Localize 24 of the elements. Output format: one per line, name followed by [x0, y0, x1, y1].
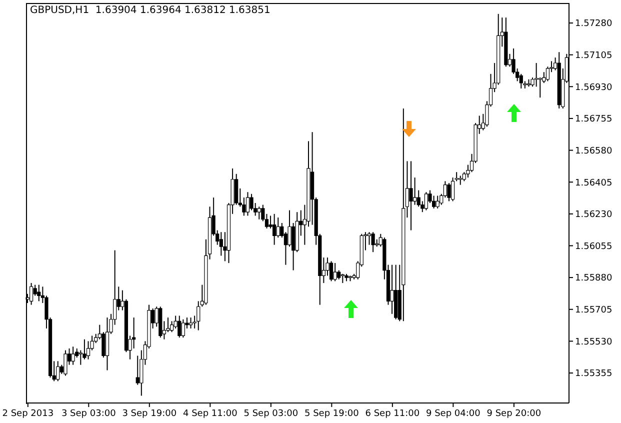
y-tick-label: 1.55530 — [575, 337, 612, 348]
x-tick-label: 5 Sep 03:00 — [244, 409, 298, 419]
y-tick-label: 1.56930 — [575, 82, 612, 93]
x-tick-label: 2 Sep 2013 — [2, 409, 54, 419]
x-tick-label: 3 Sep 19:00 — [122, 409, 177, 419]
x-tick-label: 3 Sep 03:00 — [61, 409, 116, 419]
candlestick — [538, 78, 542, 98]
x-tick-label: 6 Sep 11:00 — [365, 409, 420, 419]
y-tick-label: 1.56230 — [575, 210, 612, 220]
y-tick-label: 1.56580 — [575, 146, 612, 156]
chart-title: GBPUSD,H1 1.63904 1.63964 1.63812 1.63851 — [30, 5, 270, 16]
y-tick-label: 1.55355 — [575, 369, 612, 380]
y-tick-label: 1.57105 — [575, 51, 612, 62]
y-tick-label: 1.56055 — [575, 242, 612, 252]
x-tick-label: 5 Sep 19:00 — [304, 409, 360, 419]
y-tick-label: 1.56755 — [575, 114, 612, 125]
candlestick — [534, 63, 538, 87]
x-tick-label: 9 Sep 04:00 — [426, 409, 481, 419]
y-tick-label: 1.55880 — [575, 274, 612, 284]
x-tick-label: 9 Sep 20:00 — [486, 409, 542, 419]
y-tick-label: 1.55705 — [575, 306, 612, 316]
y-tick-label: 1.56405 — [575, 178, 612, 188]
y-tick-label: 1.57280 — [575, 19, 612, 30]
x-tick-label: 4 Sep 11:00 — [182, 409, 238, 419]
